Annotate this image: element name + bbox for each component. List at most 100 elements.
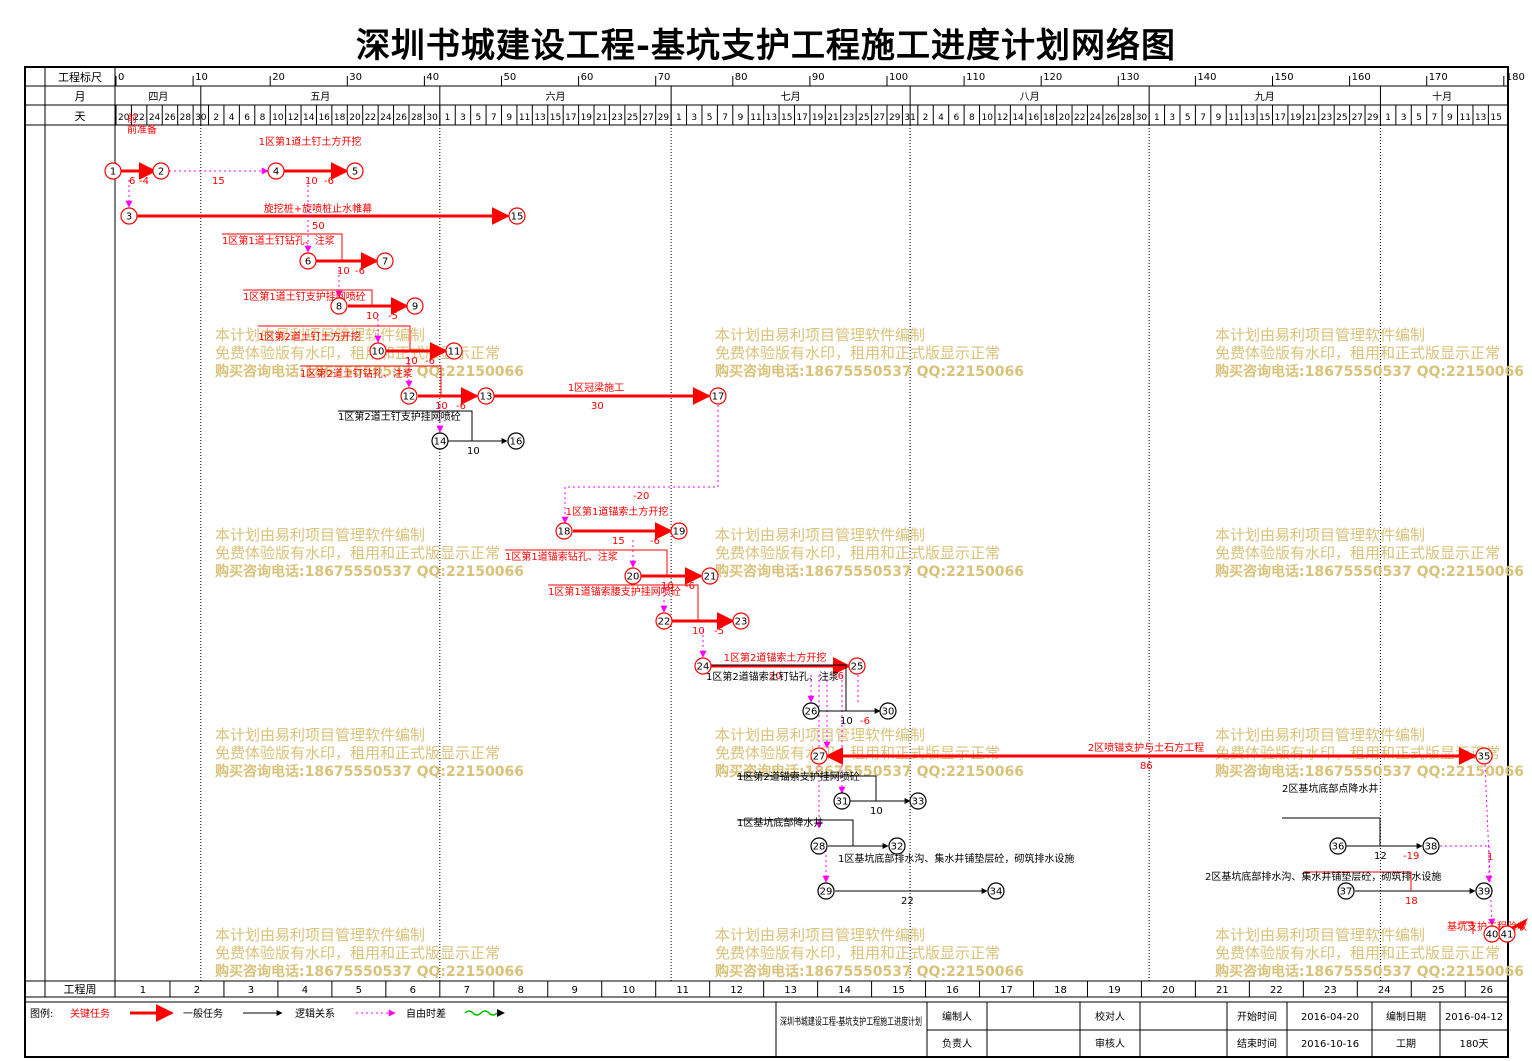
task-leader <box>338 410 473 441</box>
ruler-tick-label: 20 <box>272 72 285 83</box>
day-label: 8 <box>260 113 266 123</box>
network-edges: 前前准备 6 -4 15 1区第1道土钉土方开挖 10 -6 旋挖桩+旋喷桩止水… <box>121 112 1527 936</box>
watermark-line: 本计划由易利项目管理软件编制 <box>1215 326 1425 344</box>
week-label: 8 <box>518 985 524 996</box>
day-label: 15 <box>1490 113 1501 123</box>
float-link <box>1484 764 1496 926</box>
day-label: 2 <box>923 113 929 123</box>
task-label: 1区第2道土钉土方开挖 <box>258 330 361 343</box>
task-duration: 10 <box>435 401 448 412</box>
day-label: 28 <box>411 113 423 123</box>
week-label: 23 <box>1324 985 1337 996</box>
week-label: 25 <box>1432 985 1445 996</box>
owner-label: 负责人 <box>942 1037 972 1050</box>
legend-critical-label: 关键任务 <box>70 1007 110 1020</box>
network-node-number: 32 <box>891 842 904 853</box>
ruler-tick-label: 80 <box>735 72 748 83</box>
network-node-number: 20 <box>627 572 640 583</box>
network-node <box>152 162 170 180</box>
project-name: 深圳书城建设工程-基坑支护工程施工进度计划 <box>780 1015 922 1028</box>
day-label: 21 <box>1305 113 1316 123</box>
network-node <box>833 792 851 810</box>
day-label: 10 <box>982 113 994 123</box>
month-label: 六月 <box>545 91 565 103</box>
day-label: 27 <box>1352 113 1363 123</box>
day-label: 26 <box>1105 113 1117 123</box>
task-leader <box>505 549 668 576</box>
watermark-line: 本计划由易利项目管理软件编制 <box>215 926 425 944</box>
task-duration: 30 <box>591 401 604 412</box>
watermark-line: 购买咨询电话:18675550537 QQ:22150066 <box>215 763 524 780</box>
end-label: 结束时间 <box>1237 1037 1277 1050</box>
network-node-number: 4 <box>273 167 279 178</box>
week-label: 10 <box>622 985 635 996</box>
network-node <box>120 207 138 225</box>
task-duration: 20 <box>769 671 782 682</box>
task-duration: 10 <box>661 581 674 592</box>
month-label: 月 <box>75 90 86 103</box>
day-label: 5 <box>707 113 713 123</box>
network-node <box>810 747 828 765</box>
week-label: 20 <box>1162 985 1175 996</box>
task-leader <box>300 365 442 396</box>
network-node <box>1329 837 1347 855</box>
legend-label: 图例: <box>30 1007 53 1020</box>
network-node <box>1337 882 1355 900</box>
watermark-line: 购买咨询电话:18675550537 QQ:22150066 <box>1215 963 1524 980</box>
day-label: 26 <box>396 113 408 123</box>
network-node-number: 14 <box>434 437 447 448</box>
network-node-number: 37 <box>1340 887 1353 898</box>
watermark-line: 购买咨询电话:18675550537 QQ:22150066 <box>215 363 524 380</box>
day-label: 28 <box>180 113 192 123</box>
network-node <box>346 162 364 180</box>
task-duration: 22 <box>901 896 914 907</box>
end-value: 2016-10-16 <box>1301 1039 1359 1050</box>
week-label: 5 <box>356 985 362 996</box>
network-node-number: 27 <box>813 752 826 763</box>
network-node-number: 33 <box>912 797 925 808</box>
day-label: 20 <box>1059 113 1071 123</box>
day-label: 11 <box>1460 113 1471 123</box>
day-label: 7 <box>1200 113 1206 123</box>
week-label: 9 <box>572 985 578 996</box>
network-node <box>104 162 122 180</box>
day-label: 15 <box>781 113 792 123</box>
day-label: 8 <box>969 113 975 123</box>
week-label: 1 <box>140 985 146 996</box>
watermark-line: 免费体验版有水印，租用和正式版显示正常 <box>215 744 500 762</box>
task-float: -6 <box>355 266 365 277</box>
ruler-tick-label: 30 <box>349 72 362 83</box>
network-node <box>299 252 317 270</box>
network-node-number: 13 <box>480 392 493 403</box>
week-label: 17 <box>1000 985 1013 996</box>
ruler-tick-label: 90 <box>812 72 825 83</box>
ruler-tick-label: 170 <box>1429 72 1448 83</box>
network-node-number: 38 <box>1425 842 1438 853</box>
start-value: 2016-04-20 <box>1301 1012 1359 1023</box>
week-label: 3 <box>248 985 254 996</box>
task-duration: 86 <box>1140 761 1153 772</box>
day-label: 20 <box>118 113 130 123</box>
legend: 图例: 关键任务 一般任务 逻辑关系 自由时差 <box>30 1004 505 1022</box>
week-label: 4 <box>302 985 308 996</box>
day-label: 19 <box>1290 113 1302 123</box>
network-node <box>817 882 835 900</box>
day-label: 18 <box>1043 113 1055 123</box>
day-label: 13 <box>1475 113 1486 123</box>
watermark-line: 购买咨询电话:18675550537 QQ:22150066 <box>1215 363 1524 380</box>
week-label: 6 <box>410 985 416 996</box>
day-label: 26 <box>164 113 176 123</box>
watermark-line: 本计划由易利项目管理软件编制 <box>715 526 925 544</box>
ruler-tick-label: 140 <box>1197 72 1216 83</box>
task-label: 1区基坑底部排水沟、集水井铺垫层砼，砌筑排水设施 <box>838 852 1074 865</box>
network-node-number: 21 <box>704 572 717 583</box>
day-label: 23 <box>843 113 854 123</box>
week-label: 26 <box>1480 985 1493 996</box>
watermark-line: 购买咨询电话:18675550537 QQ:22150066 <box>215 963 524 980</box>
network-node-number: 2 <box>158 167 164 178</box>
day-label: 11 <box>750 113 761 123</box>
day-label: 3 <box>1401 113 1407 123</box>
ruler-label: 工程标尺 <box>58 70 102 84</box>
watermark-group: 本计划由易利项目管理软件编制免费体验版有水印，租用和正式版显示正常购买咨询电话:… <box>215 326 1524 980</box>
day-label: 15 <box>1259 113 1270 123</box>
